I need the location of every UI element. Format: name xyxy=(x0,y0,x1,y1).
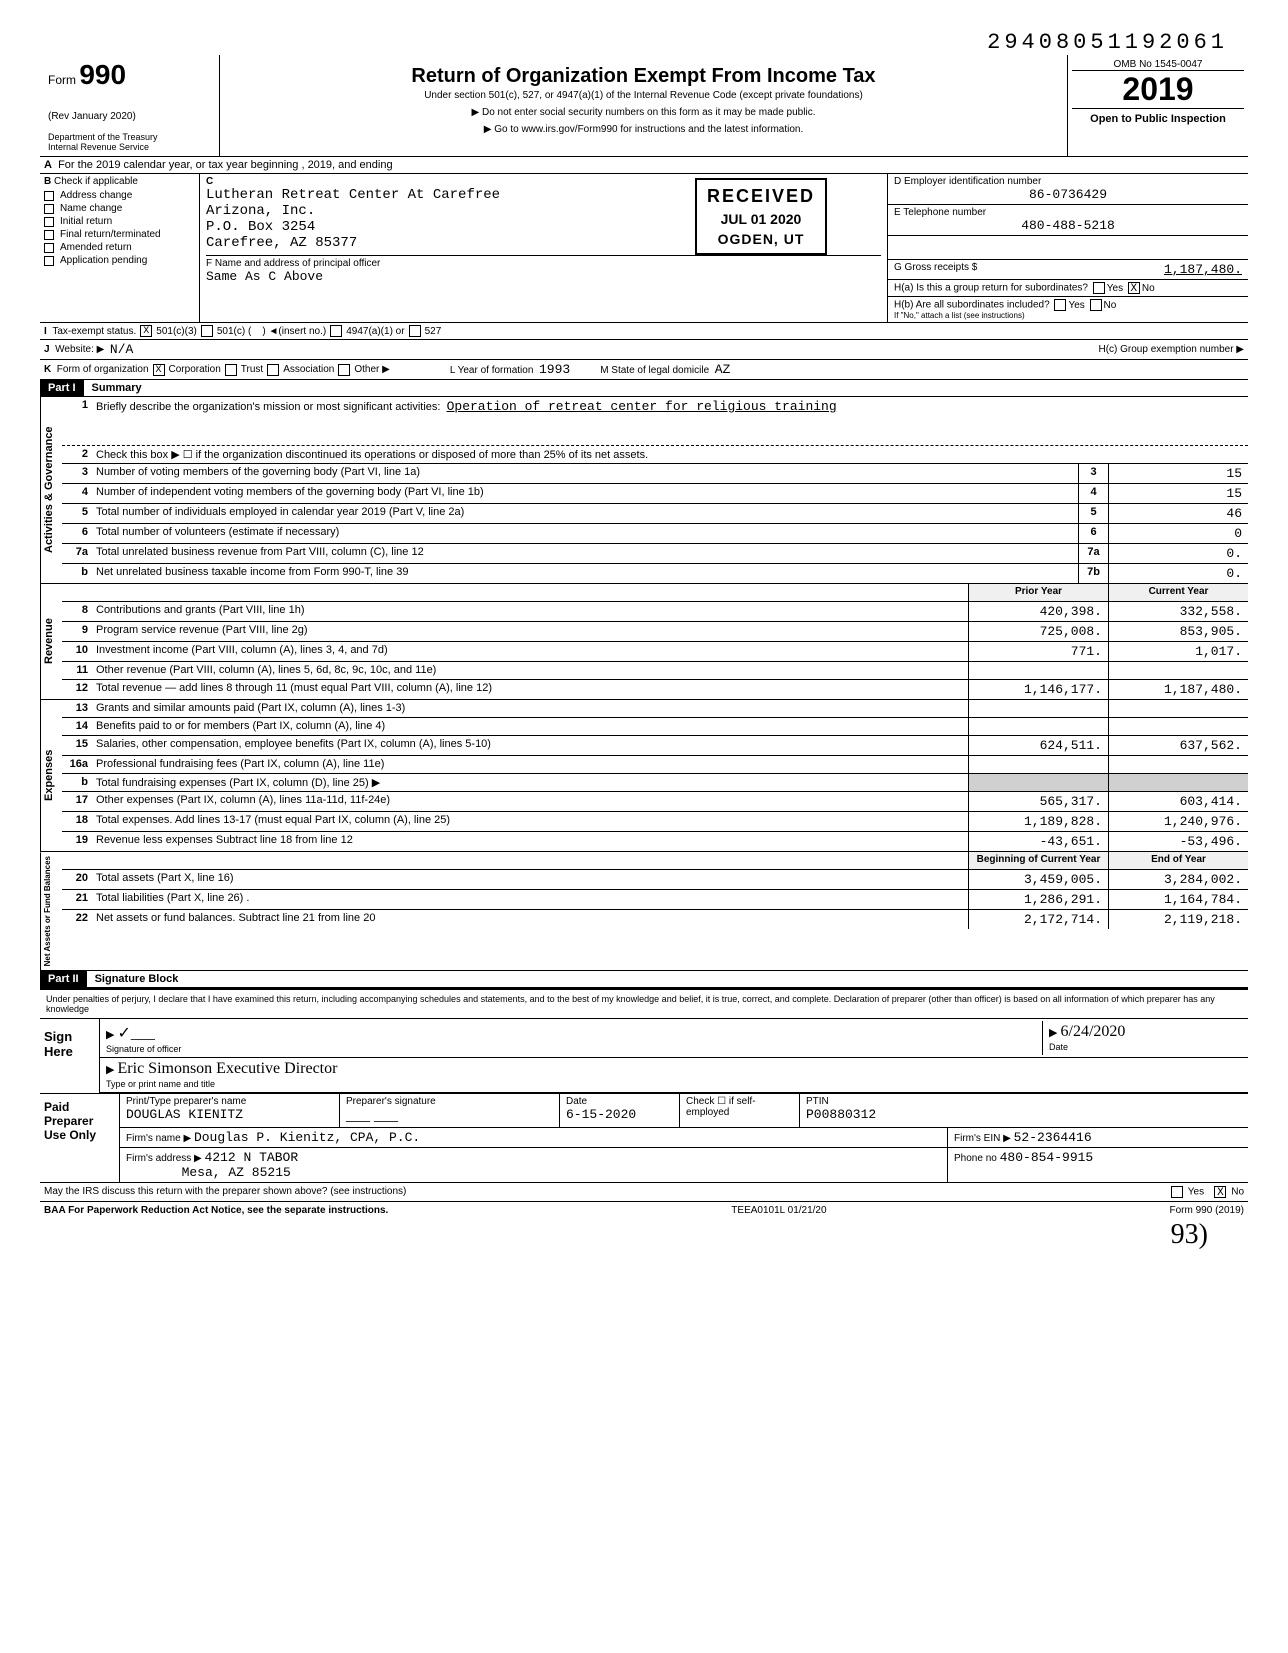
paid-preparer: Paid Preparer Use Only Print/Type prepar… xyxy=(40,1093,1248,1183)
row-j: J Website: ▶ N/A H(c) Group exemption nu… xyxy=(40,340,1248,360)
row-i: I Tax-exempt status. X501(c)(3) 501(c) (… xyxy=(40,323,1248,340)
b-right: D Employer identification number86-07364… xyxy=(888,174,1248,322)
activities-governance: Activities & Governance 1Briefly describ… xyxy=(40,397,1248,584)
header-left: Form 990 (Rev January 2020) Department o… xyxy=(40,55,220,156)
ein: 86-0736429 xyxy=(894,187,1242,202)
netassets-block: Net Assets or Fund Balances Beginning of… xyxy=(40,852,1248,971)
form-header: Form 990 (Rev January 2020) Department o… xyxy=(40,55,1248,157)
b-checks: B Check if applicable Address change Nam… xyxy=(40,174,200,322)
row-k: K Form of organization XCorporation Trus… xyxy=(40,360,1248,380)
header-right: OMB No 1545-0047 2019 Open to Public Ins… xyxy=(1068,55,1248,156)
block-b: B Check if applicable Address change Nam… xyxy=(40,174,1248,323)
row-a: A For the 2019 calendar year, or tax yea… xyxy=(40,157,1248,174)
phone: 480-488-5218 xyxy=(894,218,1242,233)
part2-header: Part II Signature Block xyxy=(40,971,1248,988)
footer: BAA For Paperwork Reduction Act Notice, … xyxy=(40,1201,1248,1219)
gross-receipts: 1,187,480. xyxy=(1164,262,1242,277)
header-center: Return of Organization Exempt From Incom… xyxy=(220,55,1068,156)
tax-year: 2019 xyxy=(1072,71,1244,109)
signature-block: Under penalties of perjury, I declare th… xyxy=(40,988,1248,1093)
top-code: 29408051192061 xyxy=(40,30,1248,55)
hand-num: 93) xyxy=(40,1219,1248,1251)
part1-header: Part I Summary xyxy=(40,380,1248,397)
b-name-addr: C Lutheran Retreat Center At Carefree Ar… xyxy=(200,174,888,322)
expenses-block: Expenses 13Grants and similar amounts pa… xyxy=(40,700,1248,852)
revenue-block: Revenue Prior YearCurrent Year 8Contribu… xyxy=(40,584,1248,700)
received-stamp: RECEIVED JUL 01 2020 OGDEN, UT xyxy=(695,178,827,255)
discuss-row: May the IRS discuss this return with the… xyxy=(40,1183,1248,1201)
form-title: Return of Organization Exempt From Incom… xyxy=(230,65,1057,88)
